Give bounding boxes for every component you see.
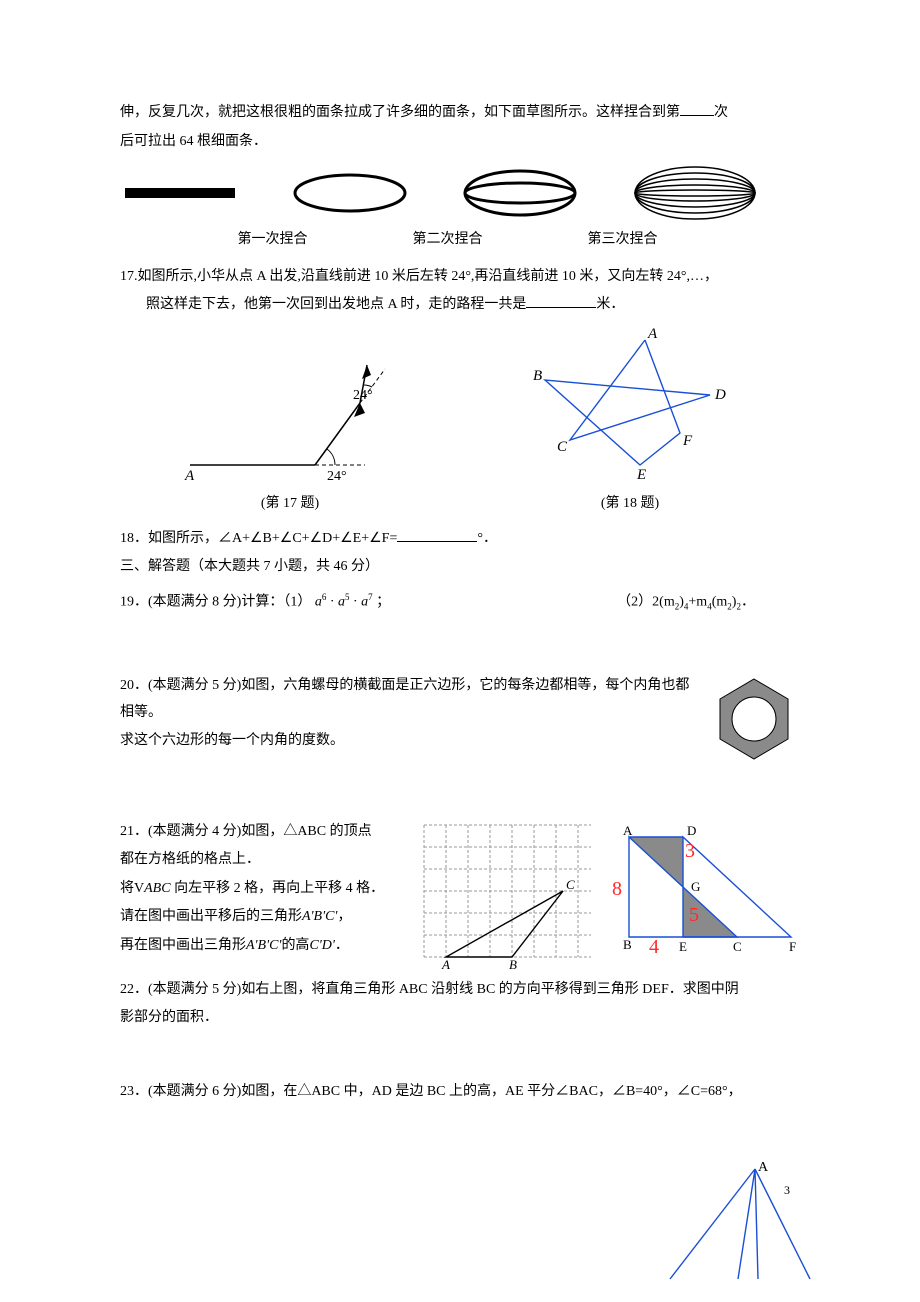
q19-p2-end: ． [741, 594, 755, 609]
q23-figure: A [660, 1161, 820, 1281]
q23-line: 23．(本题满分 6 分)如图，在△ABC 中，AD 是边 BC 上的高，AE … [120, 1079, 800, 1106]
q22-line2: 影部分的面积． [120, 1005, 800, 1032]
tri-E: E [679, 939, 687, 954]
page-number: 3 [784, 1179, 790, 1202]
q16-line2: 后可拉出 64 根细面条． [120, 129, 800, 156]
q19-prefix: 19．(本题满分 8 分)计算：（1） [120, 594, 311, 609]
q19-s1: 6 [322, 592, 327, 602]
q21-textcol: 21．(本题满分 4 分)如图，△ABC 的顶点 都在方格纸的格点上． 将VVA… [120, 819, 400, 962]
q22-figure: A B C D E F G 3 8 5 4 [609, 819, 800, 959]
angle-label-upper: 24° [353, 388, 373, 403]
q18-blank [397, 527, 477, 542]
q19-p2-mid2: (m [712, 594, 728, 609]
num-8: 8 [612, 878, 622, 900]
q22-line1: 22．(本题满分 5 分)如右上图，将直角三角形 ABC 沿射线 BC 的方向平… [120, 977, 800, 1004]
q19-line: 19．(本题满分 8 分)计算：（1） a6 · a5 · a7 ； （2）2(… [120, 589, 800, 616]
q19-dot1: · [330, 594, 335, 609]
q21-l4: 请在图中画出平移后的三角形A'B'C'， [120, 904, 400, 931]
q17-line2: 照这样走下去，他第一次回到出发地点 A 时，走的路程一共是 米． [120, 292, 800, 319]
q19-p2-prefix: （2）2(m [617, 594, 675, 609]
q21-l3-vabc: VVABCABC [134, 881, 171, 896]
q18-figure: A B C D E F [515, 325, 745, 485]
noodle-stage-2 [290, 168, 410, 218]
q23-figure-wrap: A [660, 1161, 820, 1292]
q17-text2-tail: 米． [596, 297, 624, 312]
q17-text2: 照这样走下去，他第一次回到出发地点 A 时，走的路程一共是 [146, 297, 526, 312]
num-3: 3 [685, 840, 695, 862]
q20-block: 20．(本题满分 5 分)如图，六角螺母的横截面是正六边形，它的每条边都相等，每… [120, 673, 800, 776]
point-A-label: A [184, 468, 195, 484]
q21-l5-cd: C'D' [309, 938, 334, 953]
tri-C: C [733, 939, 742, 954]
star-C: C [557, 439, 568, 455]
q21-l1: 21．(本题满分 4 分)如图，△ABC 的顶点 [120, 819, 400, 846]
num-4: 4 [649, 936, 659, 958]
q19-a2: a [338, 594, 345, 609]
star-A: A [647, 326, 658, 342]
q16-blank [680, 101, 714, 116]
q21-l3: 将VVABCABC 向左平移 2 格，再向上平移 4 格． [120, 876, 400, 903]
q19-s2: 5 [345, 592, 350, 602]
tri-A: A [623, 823, 633, 838]
q23-A: A [758, 1161, 769, 1175]
q21-grid-figure: A B C [418, 819, 591, 969]
q18-line: 18．如图所示，∠A+∠B+∠C+∠D+∠E+∠F= °． [120, 526, 800, 553]
q21-l3-mid: 向左平移 2 格，再向上平移 4 格． [171, 881, 385, 896]
q19-p2-plus: +m [688, 594, 707, 609]
q19-dot2: · [353, 594, 358, 609]
q18-caption: (第 18 题) [601, 491, 659, 518]
q17-18-figure-row: 24° 24° A A B C D E F [120, 325, 800, 485]
q19-a1: a [315, 594, 322, 609]
noodle-stage-4 [630, 163, 760, 223]
section3-header: 三、解答题（本大题共 7 小题，共 46 分） [120, 554, 800, 581]
q16-text1-tail: 次 [714, 105, 728, 120]
fig-caption-row: (第 17 题) (第 18 题) [120, 491, 800, 518]
star-E: E [636, 467, 646, 483]
q17-figure: 24° 24° A [175, 325, 405, 485]
grid-A: A [441, 957, 450, 969]
star-F: F [682, 433, 693, 449]
q20-line1: 20．(本题满分 5 分)如图，六角螺母的横截面是正六边形，它的每条边都相等，每… [120, 673, 800, 726]
q21-l5-abc: A'B'C' [246, 938, 281, 953]
q21-l5-mid: 的高 [281, 938, 309, 953]
q21-l5-tail: ． [335, 938, 349, 953]
q18-text: 18．如图所示，∠A+∠B+∠C+∠D+∠E+∠F= [120, 531, 397, 546]
tri-G: G [691, 879, 700, 894]
num-5: 5 [689, 904, 699, 926]
noodle-caption-row: 第一次捏合 第二次捏合 第三次捏合 [120, 227, 800, 254]
q16-line1: 伸，反复几次，就把这根很粗的面条拉成了许多细的面条，如下面草图所示。这样捏合到第… [120, 100, 800, 127]
noodle-stage-3 [460, 165, 580, 221]
star-D: D [714, 387, 726, 403]
q21-row: 21．(本题满分 4 分)如图，△ABC 的顶点 都在方格纸的格点上． 将VVA… [120, 819, 800, 969]
q17-caption: (第 17 题) [261, 491, 319, 518]
q21-l4-pre: 请在图中画出平移后的三角形 [120, 909, 302, 924]
q21-l2: 都在方格纸的格点上． [120, 847, 400, 874]
grid-B: B [509, 957, 517, 969]
noodle-diagram-row [120, 163, 800, 223]
grid-C: C [566, 877, 575, 892]
hex-nut-figure [708, 673, 800, 776]
star-B: B [533, 368, 542, 384]
caption-3: 第三次捏合 [560, 227, 685, 254]
tri-F: F [789, 939, 796, 954]
q18-tail: °． [477, 531, 497, 546]
q19-semi: ； [376, 594, 390, 609]
q21-l3-pre: 将 [120, 881, 134, 896]
q16-text1: 伸，反复几次，就把这根很粗的面条拉成了许多细的面条，如下面草图所示。这样捏合到第 [120, 105, 680, 120]
tri-B: B [623, 937, 632, 952]
q21-l4-abc: A'B'C' [302, 909, 337, 924]
tri-D: D [687, 823, 696, 838]
q19-s3: 7 [368, 592, 373, 602]
q21-l5: 再在图中画出三角形A'B'C'的高C'D'． [120, 933, 400, 960]
caption-2: 第二次捏合 [385, 227, 510, 254]
caption-1: 第一次捏合 [210, 227, 335, 254]
q17-blank [526, 293, 596, 308]
noodle-stage-1 [120, 168, 240, 218]
q17-line1: 17.如图所示,小华从点 A 出发,沿直线前进 10 米后左转 24°,再沿直线… [120, 264, 800, 291]
angle-label-lower: 24° [327, 469, 347, 484]
q21-l5-pre: 再在图中画出三角形 [120, 938, 246, 953]
q20-line2: 求这个六边形的每一个内角的度数。 [120, 728, 800, 755]
q21-l4-tail: ， [337, 909, 351, 924]
